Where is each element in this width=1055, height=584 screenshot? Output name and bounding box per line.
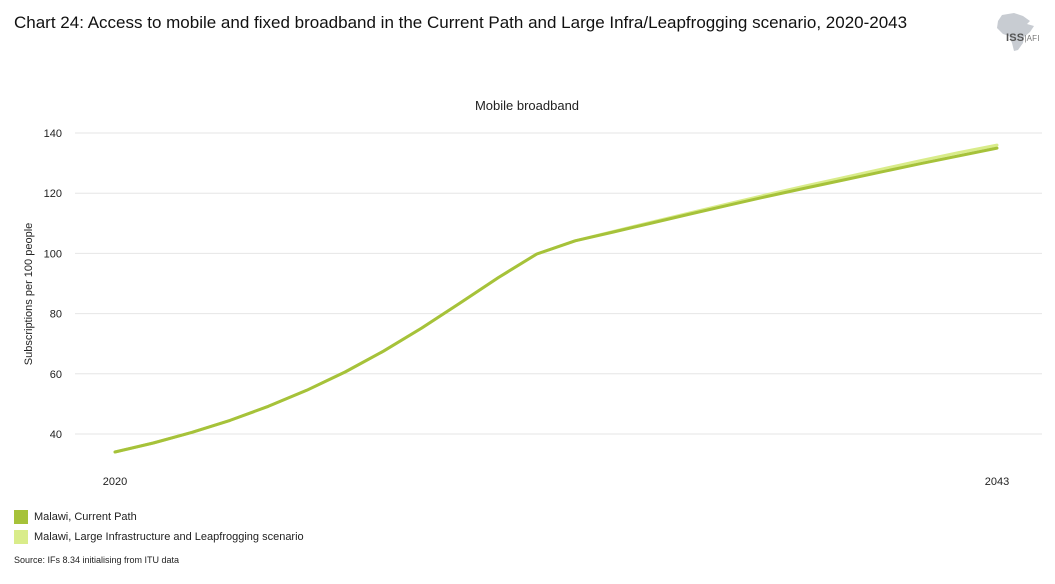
legend-label-current-path: Malawi, Current Path	[34, 511, 137, 523]
gridlines	[75, 132, 1042, 435]
africa-map-icon	[997, 13, 1034, 51]
x-axis-ticks: 2020 2043	[103, 476, 1009, 488]
legend-item-scenario[interactable]: Malawi, Large Infrastructure and Leapfro…	[14, 527, 304, 547]
logo-text: ISS|AFI	[1006, 32, 1040, 44]
logo-sub: AFI	[1026, 34, 1040, 43]
logo-main: ISS	[1006, 32, 1025, 44]
y-tick-label: 140	[44, 128, 62, 140]
chart-title: Chart 24: Access to mobile and fixed bro…	[14, 13, 908, 32]
legend: Malawi, Current Path Malawi, Large Infra…	[14, 507, 304, 547]
y-axis-label: Subscriptions per 100 people	[23, 223, 35, 365]
legend-swatch-scenario	[14, 530, 28, 544]
y-tick-label: 100	[44, 248, 62, 260]
source-note: Source: IFs 8.34 initialising from ITU d…	[14, 555, 180, 565]
line-chart: Mobile broadband 40 60 80 100 120 140 2020 204…	[23, 98, 1042, 488]
series-lines	[113, 143, 999, 454]
iss-africa-logo: ISS|AFI	[990, 10, 1046, 54]
y-tick-label: 40	[50, 429, 62, 441]
x-tick-label: 2020	[103, 476, 127, 488]
y-tick-label: 60	[50, 369, 62, 381]
chart-subtitle: Mobile broadband	[475, 98, 579, 113]
legend-item-current-path[interactable]: Malawi, Current Path	[14, 507, 304, 527]
series-line-scenario	[113, 143, 999, 454]
y-tick-label: 120	[44, 188, 62, 200]
legend-swatch-current-path	[14, 510, 28, 524]
legend-label-scenario: Malawi, Large Infrastructure and Leapfro…	[34, 531, 304, 543]
series-line-current-path	[113, 146, 999, 454]
y-tick-label: 80	[50, 309, 62, 321]
x-tick-label: 2043	[985, 476, 1009, 488]
y-axis-ticks: 40 60 80 100 120 140	[44, 128, 62, 441]
